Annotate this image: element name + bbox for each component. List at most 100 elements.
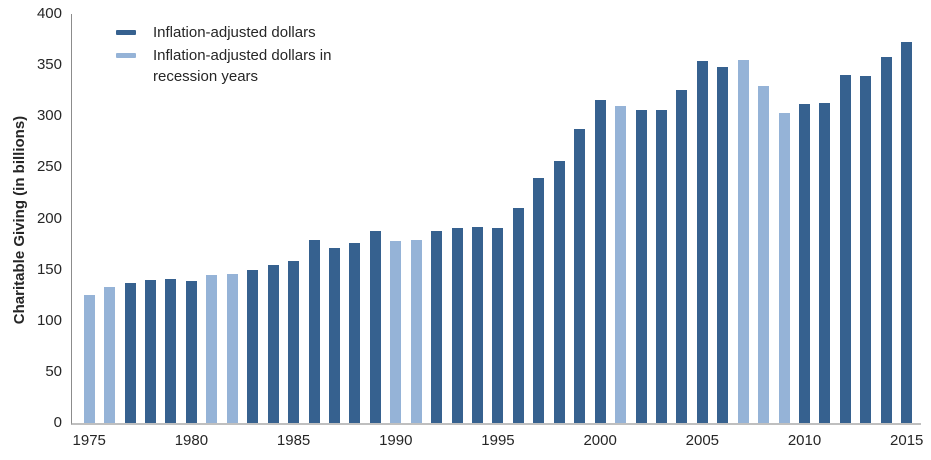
bar-slot-1982: [222, 14, 242, 423]
bar-2014: [880, 56, 892, 423]
bar-1976: [104, 287, 116, 423]
bar-slot-1975: 1975: [73, 14, 106, 449]
bar-2005: [696, 61, 708, 423]
y-tick-label-300: 300: [36, 107, 62, 125]
legend-row: Inflation-adjusted dollars: [116, 22, 368, 43]
bar-slot-2001: [610, 14, 630, 423]
legend-label-recession-years: Inflation-adjusted dollars in recession …: [153, 47, 332, 85]
bar-1977: [124, 282, 136, 423]
bar-slot-1997: [529, 14, 549, 423]
bar-slot-2009: [774, 14, 794, 423]
y-tick-label-150: 150: [36, 260, 62, 278]
bar-slot-1984: [263, 14, 283, 423]
bar-1982: [226, 273, 238, 423]
bar-slot-2003: [651, 14, 671, 423]
bars-container: 1975 1980 1985 1990 1995 2000 2005 2010 2015: [72, 14, 923, 449]
x-tick-label-2010: 2010: [787, 432, 822, 449]
bar-slot-1992: [426, 14, 446, 423]
y-tick-label-50: 50: [45, 362, 62, 380]
legend-row: Inflation-adjusted dollars in recession …: [116, 45, 368, 87]
bar-slot-2011: [815, 14, 835, 423]
bar-slot-1978: [140, 14, 160, 423]
bar-slot-2012: [835, 14, 855, 423]
bar-2013: [860, 76, 872, 423]
bar-1991: [410, 239, 422, 423]
y-tick-label-200: 200: [36, 209, 62, 227]
bar-slot-1985: 1985: [277, 14, 310, 449]
bar-1989: [369, 230, 381, 423]
bar-slot-1977: [120, 14, 140, 423]
bar-slot-1999: [570, 14, 590, 423]
bar-slot-1980: 1980: [175, 14, 208, 449]
bar-2010: [799, 103, 811, 423]
bar-slot-2005: 2005: [686, 14, 719, 449]
bar-1983: [247, 269, 259, 423]
bar-2006: [717, 67, 729, 423]
x-tick-label-1995: 1995: [481, 432, 515, 449]
bar-1986: [308, 239, 320, 423]
bar-2004: [676, 89, 688, 423]
bar-1997: [533, 177, 545, 423]
bar-2000: [594, 99, 606, 423]
bar-1995: [492, 227, 504, 423]
bar-slot-1990: 1990: [379, 14, 412, 449]
legend-swatch-recession-years: [116, 53, 136, 58]
bar-1979: [165, 278, 177, 423]
bar-slot-1983: [243, 14, 263, 423]
y-tick-label-0: 0: [53, 414, 62, 431]
bar-slot-2010: 2010: [788, 14, 821, 449]
bar-2002: [635, 110, 647, 423]
y-tick-label-350: 350: [36, 56, 62, 74]
bar-2003: [655, 110, 667, 423]
bar-1987: [328, 248, 340, 423]
bar-1993: [451, 227, 463, 423]
bar-slot-1979: [161, 14, 181, 423]
x-tick-label-2005: 2005: [685, 432, 720, 449]
x-tick-label-1985: 1985: [276, 432, 311, 449]
bar-slot-1991: [406, 14, 426, 423]
y-tick-label-250: 250: [36, 158, 62, 176]
bar-1994: [472, 226, 484, 423]
bar-slot-1988: [345, 14, 365, 423]
bar-slot-1993: [447, 14, 467, 423]
x-tick-label-2015: 2015: [890, 432, 924, 449]
bar-1996: [512, 208, 524, 423]
bar-slot-2013: [856, 14, 876, 423]
bar-slot-2007: [733, 14, 753, 423]
x-tick-label-1990: 1990: [379, 432, 413, 449]
bar-slot-1995: 1995: [481, 14, 515, 449]
bar-1981: [206, 274, 218, 423]
y-tick-label-100: 100: [36, 311, 62, 329]
bar-slot-1996: [508, 14, 528, 423]
bar-1992: [431, 230, 443, 423]
legend-label-inflation-adjusted: Inflation-adjusted dollars: [153, 24, 316, 41]
bar-2001: [615, 106, 627, 423]
plot-area: 1975 1980 1985 1990 1995 2000 2005 2010 2015 Inf…: [71, 14, 923, 449]
bar-slot-1986: [304, 14, 324, 423]
bar-1978: [145, 279, 157, 423]
bar-1980: [185, 280, 197, 423]
bar-2009: [778, 113, 790, 423]
bar-2012: [839, 75, 851, 423]
bar-2011: [819, 102, 831, 423]
x-tick-label-1975: 1975: [72, 432, 106, 449]
bar-slot-2006: [713, 14, 733, 423]
bar-slot-2004: [672, 14, 692, 423]
bar-slot-2000: 2000: [583, 14, 617, 449]
bar-slot-1976: [99, 14, 119, 423]
bar-slot-1989: [365, 14, 385, 423]
bar-1985: [288, 261, 300, 423]
bar-slot-2002: [631, 14, 651, 423]
legend: Inflation-adjusted dollars Inflation-adj…: [116, 22, 368, 87]
x-tick-label-2000: 2000: [583, 432, 617, 449]
bar-1975: [83, 295, 95, 423]
bar-1999: [574, 128, 586, 423]
x-tick-label-1980: 1980: [174, 432, 209, 449]
y-tick-label-400: 400: [36, 5, 62, 22]
bar-1984: [267, 264, 279, 423]
bar-slot-2015: 2015: [890, 14, 923, 449]
bar-slot-2008: [753, 14, 773, 423]
bar-1998: [553, 161, 565, 423]
bar-2008: [758, 85, 770, 423]
